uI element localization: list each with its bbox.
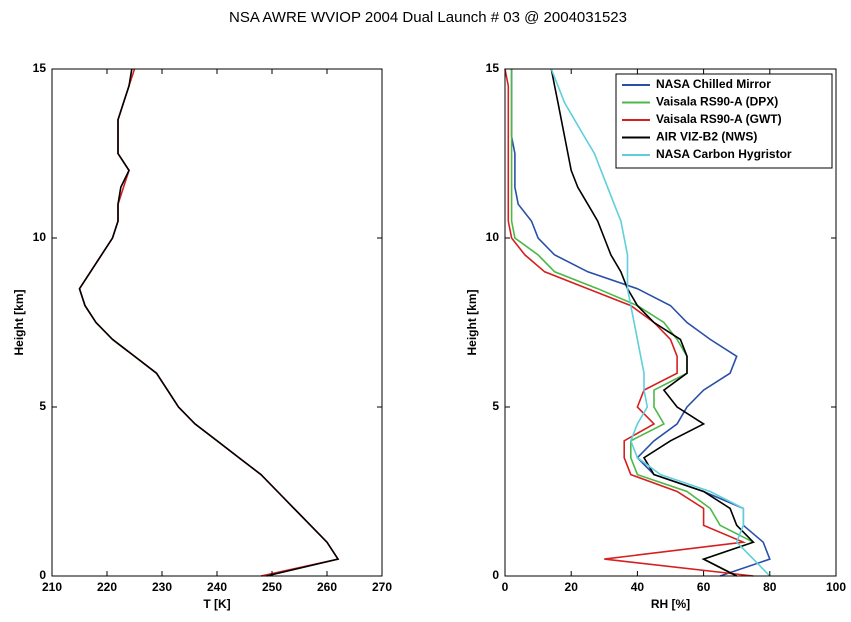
y-axis-label: Height [km] bbox=[12, 289, 26, 355]
x-tick-label: 80 bbox=[763, 580, 777, 594]
data-line bbox=[550, 68, 771, 577]
x-tick-label: 60 bbox=[697, 580, 711, 594]
y-tick-label: 0 bbox=[39, 568, 46, 582]
legend-label: Vaisala RS90-A (DPX) bbox=[656, 95, 778, 109]
x-tick-label: 260 bbox=[317, 580, 337, 594]
legend-label: NASA Chilled Mirror bbox=[656, 77, 771, 91]
legend-label: Vaisala RS90-A (GWT) bbox=[656, 112, 782, 126]
y-tick-label: 15 bbox=[486, 61, 500, 75]
x-tick-label: 220 bbox=[97, 580, 117, 594]
x-tick-label: 210 bbox=[42, 580, 62, 594]
legend-box bbox=[615, 73, 833, 169]
y-tick-label: 15 bbox=[33, 61, 47, 75]
y-tick-label: 0 bbox=[492, 568, 499, 582]
x-tick-label: 0 bbox=[502, 580, 509, 594]
y-tick-label: 10 bbox=[486, 230, 500, 244]
y-tick-label: 5 bbox=[39, 399, 46, 413]
data-line bbox=[550, 68, 755, 577]
figure-title: NSA AWRE WVIOP 2004 Dual Launch # 03 @ 2… bbox=[229, 9, 627, 26]
x-tick-label: 250 bbox=[262, 580, 282, 594]
x-tick-label: 270 bbox=[372, 580, 392, 594]
y-tick-label: 10 bbox=[33, 230, 47, 244]
data-line bbox=[78, 68, 340, 577]
y-tick-label: 5 bbox=[492, 399, 499, 413]
legend-label: AIR VIZ-B2 (NWS) bbox=[656, 130, 757, 144]
x-axis-label: T [K] bbox=[203, 597, 230, 611]
x-axis-label: RH [%] bbox=[651, 597, 690, 611]
x-tick-label: 20 bbox=[565, 580, 579, 594]
data-line bbox=[510, 69, 756, 577]
x-tick-label: 100 bbox=[826, 580, 846, 594]
y-axis-label: Height [km] bbox=[465, 289, 479, 355]
x-tick-label: 230 bbox=[152, 580, 172, 594]
axes-frame bbox=[504, 68, 837, 577]
axes-frame bbox=[51, 68, 383, 577]
x-tick-label: 40 bbox=[631, 580, 645, 594]
legend-label: NASA Carbon Hygristor bbox=[656, 147, 792, 161]
x-tick-label: 240 bbox=[207, 580, 227, 594]
